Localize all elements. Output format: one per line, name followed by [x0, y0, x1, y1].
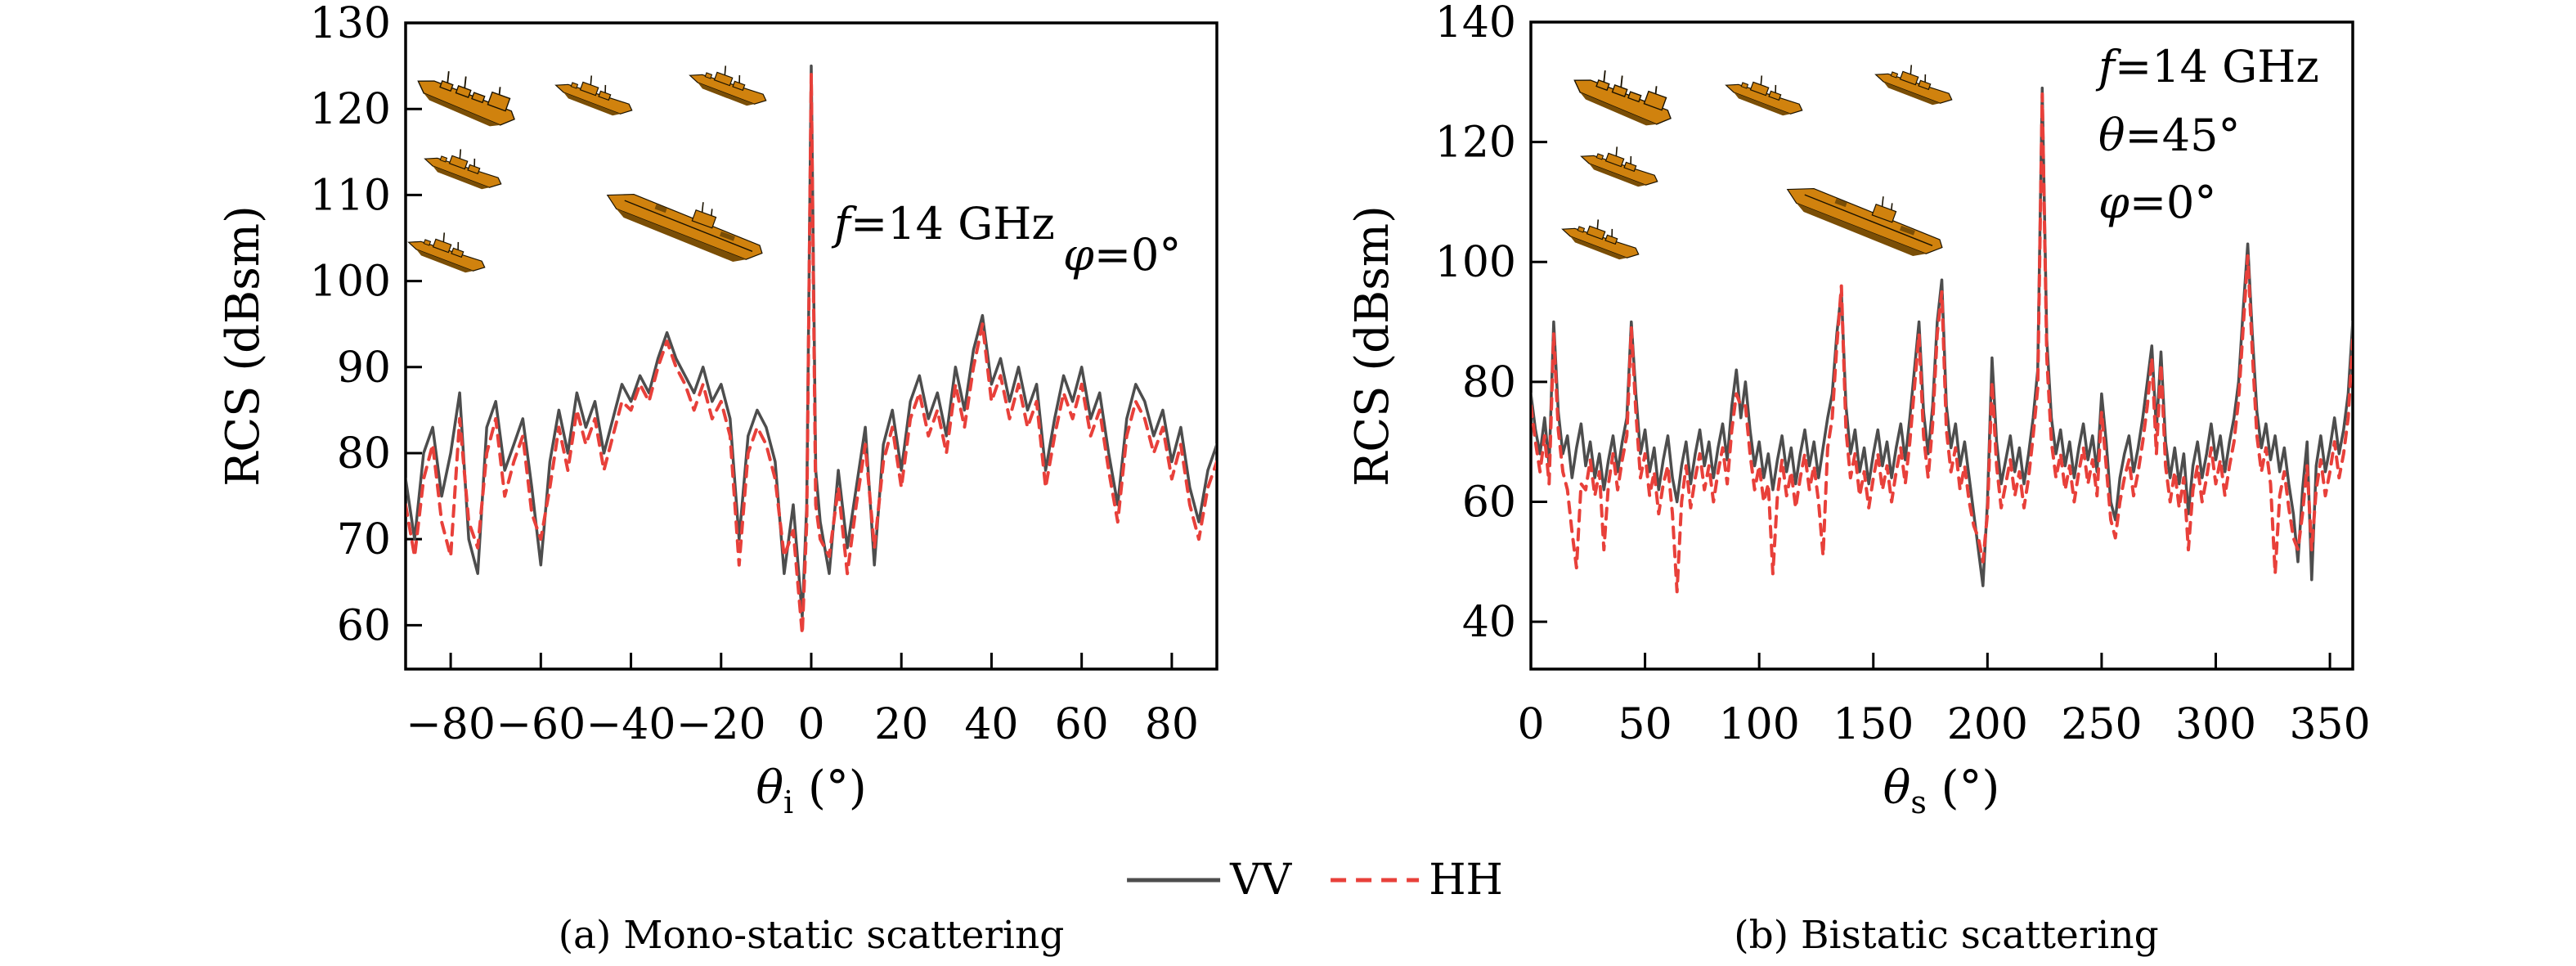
y-tick-label: 80 [337, 429, 391, 479]
x-tick-label: 20 [874, 700, 928, 749]
aircraft-carrier-model-icon [1786, 187, 1943, 256]
y-tick-label: 60 [1462, 478, 1516, 527]
x-tick-label: 300 [2175, 700, 2256, 749]
annotation-frequency: f=14 GHz [831, 198, 1055, 249]
destroyer-model-icon [424, 149, 502, 190]
x-tick-label: −80 [406, 700, 496, 749]
hh-line-sample-icon [1331, 878, 1420, 883]
cargo-ship-model-icon [1573, 70, 1672, 126]
y-tick-label: 120 [310, 85, 391, 134]
x-tick-label: 100 [1719, 700, 1800, 749]
legend-label-hh: HH [1429, 856, 1503, 905]
series-group [406, 64, 1216, 636]
y-tick-label: 140 [1435, 0, 1516, 47]
vv-curve [1532, 86, 2352, 587]
caption-bistatic: (b) Bistatic scattering [1734, 913, 2159, 958]
x-tick-label: 40 [964, 700, 1018, 749]
y-tick-label: 120 [1435, 119, 1516, 168]
y-tick-label: 100 [310, 258, 391, 307]
y-tick-label: 70 [337, 515, 391, 564]
destroyer-model-icon [1725, 75, 1803, 116]
series-group [1532, 86, 2352, 594]
y-tick-label: 90 [337, 344, 391, 393]
chart-bistatic: 0 50 100 150 200 250 300 350 40 60 80 100 120 140 θs (… [1346, 0, 2371, 820]
legend-item-vv: VV [1125, 859, 1291, 901]
x-tick-label: −60 [496, 700, 586, 749]
y-tick-label: 60 [337, 601, 391, 650]
plot-frame [1529, 20, 2354, 671]
y-tick-label: 130 [310, 0, 391, 48]
x-tick-label: 80 [1145, 700, 1199, 749]
vv-line-sample-icon [1127, 878, 1221, 883]
legend-label-vv: VV [1230, 856, 1292, 905]
x-tick-label: 0 [797, 700, 824, 749]
x-tick-label: −20 [676, 700, 766, 749]
x-axis-label: θs (°) [1883, 762, 2000, 820]
y-tick-label: 40 [1462, 598, 1516, 647]
destroyer-model-icon [554, 75, 633, 116]
legend: VV HH [1125, 859, 1503, 901]
vv-curve [406, 64, 1216, 618]
cargo-ship-model-icon [417, 71, 515, 127]
annotation-phi: φ=0° [2098, 177, 2216, 228]
caption-mono-static: (a) Mono-static scattering [558, 913, 1065, 958]
chart-mono-static: −80 −60 −40 −20 0 20 40 60 80 60 70 80 90 100 110 120 13… [217, 0, 1218, 820]
y-tick-label: 100 [1435, 238, 1516, 287]
legend-item-hh: HH [1329, 859, 1503, 901]
x-tick-label: 250 [2061, 700, 2142, 749]
x-tick-label: −40 [586, 700, 676, 749]
destroyer-model-icon [1874, 65, 1953, 106]
annotation-phi: φ=0° [1063, 229, 1181, 281]
destroyer-model-icon [689, 65, 767, 106]
x-tick-label: 150 [1833, 700, 1914, 749]
destroyer-model-icon [407, 232, 486, 273]
hh-curve [406, 73, 1216, 636]
x-axis-label: θi (°) [756, 762, 866, 820]
hh-curve [1532, 92, 2352, 594]
aircraft-carrier-model-icon [606, 193, 763, 262]
x-tick-label: 60 [1055, 700, 1109, 749]
y-axis-label: RCS (dBsm) [1346, 205, 1399, 487]
y-axis-label: RCS (dBsm) [217, 205, 270, 487]
destroyer-model-icon [1580, 146, 1658, 187]
y-tick-label: 80 [1462, 358, 1516, 407]
destroyer-model-icon [1561, 219, 1640, 260]
annotation-theta: θ=45° [2098, 110, 2240, 161]
x-tick-label: 0 [1517, 700, 1544, 749]
x-tick-label: 350 [2289, 700, 2370, 749]
x-tick-label: 200 [1947, 700, 2028, 749]
x-tick-label: 50 [1618, 700, 1672, 749]
annotation-frequency: f=14 GHz [2095, 41, 2319, 92]
y-tick-label: 110 [310, 171, 391, 220]
charts-canvas: −80 −60 −40 −20 0 20 40 60 80 60 70 80 90 100 110 120 13… [217, 0, 2371, 820]
